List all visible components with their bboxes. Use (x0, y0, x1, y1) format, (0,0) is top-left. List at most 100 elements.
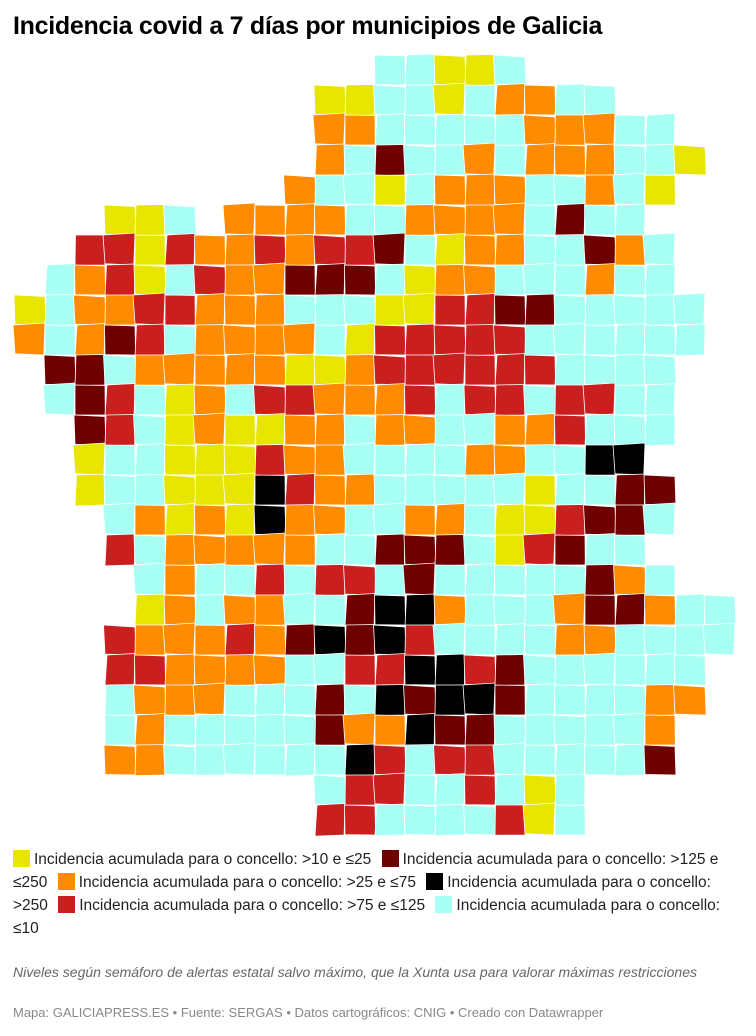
municipality-region (434, 233, 466, 267)
municipality-region (284, 384, 316, 416)
municipality-region (404, 234, 436, 266)
municipality-region (643, 624, 677, 656)
municipality-region (284, 743, 316, 777)
municipality-region (162, 352, 196, 386)
municipality-region (434, 444, 467, 476)
municipality-region (134, 384, 167, 416)
municipality-region (374, 174, 406, 206)
municipality-region (494, 114, 526, 147)
municipality-region (493, 324, 527, 356)
municipality-region (374, 803, 406, 837)
municipality-region (164, 714, 197, 746)
municipality-region (194, 324, 226, 357)
municipality-region (462, 412, 496, 446)
municipality-region (403, 414, 437, 446)
municipality-region (674, 323, 706, 357)
municipality-region (164, 264, 196, 297)
municipality-region (404, 654, 437, 686)
municipality-region (314, 564, 346, 597)
municipality-region (102, 502, 136, 536)
municipality-region (492, 742, 526, 776)
municipality-region (164, 414, 196, 446)
municipality-region (312, 652, 346, 686)
municipality-region (74, 354, 106, 387)
municipality-region (344, 234, 376, 266)
municipality-region (192, 412, 226, 446)
municipality-region (103, 354, 137, 386)
municipality-region (194, 474, 226, 506)
municipality-region (224, 353, 256, 387)
municipality-region (103, 624, 137, 656)
municipality-region (493, 54, 527, 86)
municipality-region (373, 474, 407, 506)
municipality-region (432, 352, 466, 386)
municipality-region (344, 774, 376, 806)
municipality-region (134, 323, 166, 357)
municipality-region (163, 594, 197, 626)
municipality-region (314, 744, 347, 776)
municipality-region (494, 564, 527, 596)
municipality-region (283, 564, 317, 596)
legend-swatch (426, 873, 444, 890)
municipality-region (193, 384, 227, 416)
municipality-region (342, 172, 376, 206)
municipality-region (193, 654, 227, 686)
municipality-region (552, 322, 586, 356)
municipality-region (554, 534, 586, 566)
municipality-region (373, 744, 407, 776)
municipality-region (252, 262, 286, 296)
municipality-region (224, 294, 257, 326)
municipality-region (493, 594, 527, 626)
choropleth-map (12, 53, 737, 837)
municipality-region (434, 804, 466, 837)
municipality-region (314, 413, 346, 447)
municipality-region (644, 564, 676, 596)
municipality-region (614, 203, 646, 237)
municipality-region (584, 204, 617, 236)
municipality-region (104, 414, 136, 447)
municipality-region (402, 562, 436, 596)
municipality-region (374, 414, 406, 447)
legend-item: Incidencia acumulada para o concello: >2… (13, 873, 711, 914)
municipality-region (582, 652, 616, 686)
municipality-region (584, 474, 617, 506)
municipality-region (583, 624, 617, 656)
municipality-region (254, 594, 286, 626)
municipality-region (254, 563, 286, 597)
municipality-region (464, 443, 496, 477)
municipality-region (104, 533, 136, 567)
municipality-region (194, 713, 226, 747)
municipality-region (374, 144, 406, 177)
municipality-region (344, 264, 377, 296)
municipality-region (644, 383, 676, 417)
municipality-region (644, 684, 676, 717)
municipality-region (434, 113, 466, 147)
municipality-region (313, 774, 347, 806)
municipality-region (554, 804, 586, 836)
municipality-region (523, 774, 557, 806)
municipality-region (102, 232, 136, 266)
municipality-region (403, 804, 437, 836)
municipality-region (253, 384, 287, 416)
municipality-region (284, 414, 317, 446)
municipality-region (104, 324, 137, 356)
municipality-region (284, 353, 316, 387)
municipality-region (313, 84, 347, 116)
municipality-region (614, 654, 646, 686)
municipality-region (554, 234, 586, 267)
municipality-region (463, 384, 497, 416)
municipality-region (104, 383, 136, 417)
municipality-region (192, 682, 226, 716)
municipality-region (404, 173, 436, 207)
municipality-region (463, 804, 497, 836)
municipality-region (374, 324, 407, 356)
municipality-region (644, 594, 677, 626)
municipality-region (314, 263, 346, 297)
municipality-region (434, 503, 466, 537)
municipality-region (193, 264, 227, 296)
municipality-region (613, 684, 647, 716)
municipality-region (283, 294, 317, 326)
municipality-region (133, 414, 167, 446)
legend-label: Incidencia acumulada para o concello: >2… (78, 874, 416, 891)
municipality-region (584, 324, 616, 356)
